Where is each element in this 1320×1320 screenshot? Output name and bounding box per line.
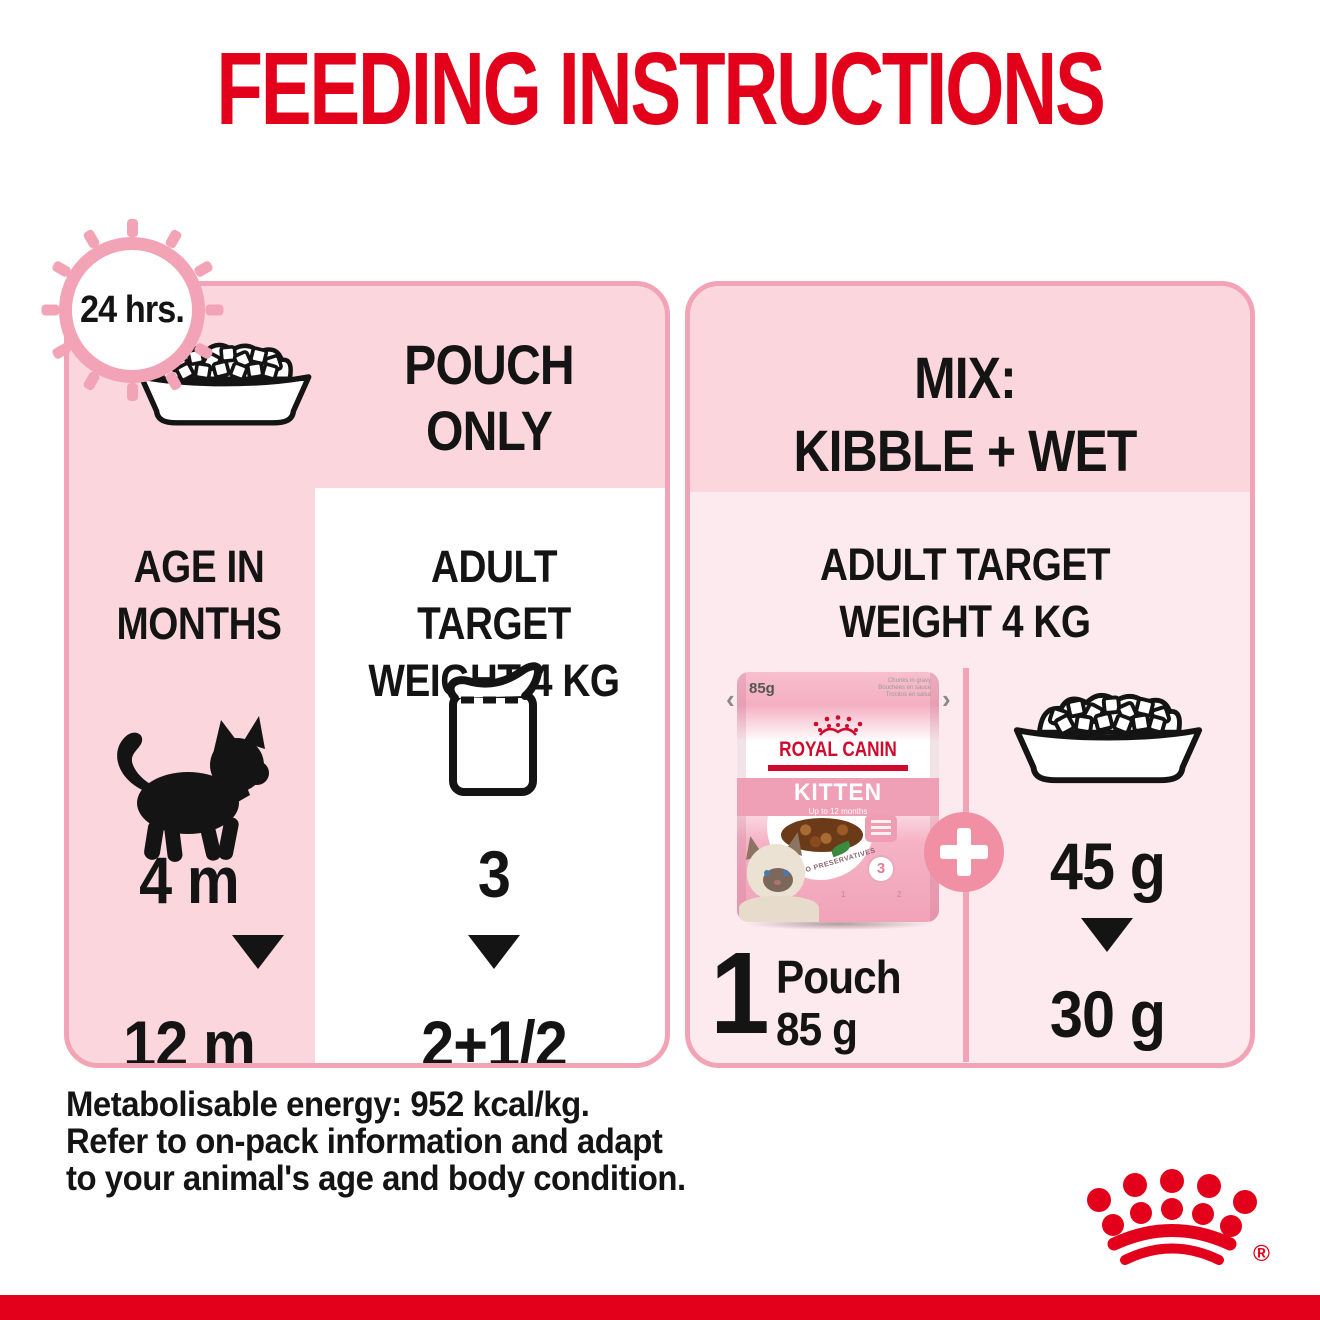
left-panel-heading: POUCH ONLY [404,333,574,462]
gusset-arrow-right-icon: › [942,684,951,714]
page-title: FEEDING INSTRUCTIONS [216,31,1105,146]
product-pouch-image: 85g Chunks in gravy Bouchées en sauce Tr… [737,672,939,922]
open-pouch-icon [446,662,543,796]
pouches-to-value: 2+1/2 [421,1007,568,1068]
right-panel-heading: MIX: KIBBLE + WET [793,346,1137,484]
registered-mark: ® [1253,1240,1270,1266]
pack-range-name: KITTEN [793,779,883,806]
footer-note: Metabolisable energy: 952 kcal/kg. Refer… [66,1085,686,1198]
arrow-down-icon [1081,918,1133,952]
age-column-header: AGE IN MONTHS [116,541,282,649]
mix-weight-header: ADULT TARGET WEIGHT 4 KG [819,539,1111,647]
arrow-down-icon [232,935,284,969]
bottom-red-bar [0,1295,1320,1320]
pack-kitten-photo [737,830,827,922]
pack-stage-badge: 3 [867,855,895,883]
royal-canin-crown-logo [1087,1169,1257,1265]
pack-brand-logo: ROYAL CANIN [779,738,897,761]
kitten-silhouette-icon [117,716,269,862]
age-from-value: 4 m [139,843,240,917]
wet-count-value: 1 [710,928,769,1058]
pouches-from-value: 3 [477,837,511,911]
plus-icon [924,812,1004,892]
kibble-to-value: 30 g [1049,977,1166,1051]
pack-ribbon [865,815,897,842]
clock-24hrs-icon: 24 hrs. [37,215,227,405]
arrow-down-icon [468,935,520,969]
pack-description-lines: Chunks in gravy Bouchées en sauce Trocit… [878,678,931,698]
mix-panel: MIX: KIBBLE + WET ADULT TARGET WEIGHT 4 … [685,281,1255,1068]
wet-weight-value: 85 g [776,1003,858,1055]
pack-range-band: KITTEN Up to 12 months Jusqu'à 12 mois [737,778,939,825]
pack-red-bar [768,765,908,771]
clock-duration-label: 24 hrs. [80,288,185,331]
pouch-only-panel: POUCH ONLY AGE IN MONTHS ADULT TARGET WE… [64,281,670,1068]
age-to-value: 12 m [123,1007,256,1068]
pack-crown-icon [813,715,863,736]
wet-unit-label: Pouch [776,951,902,1003]
kibble-from-value: 45 g [1049,829,1166,903]
food-bowl-icon [1010,688,1206,791]
gusset-arrow-left-icon: ‹ [726,684,735,714]
pack-weight-label: 85g [749,680,775,697]
